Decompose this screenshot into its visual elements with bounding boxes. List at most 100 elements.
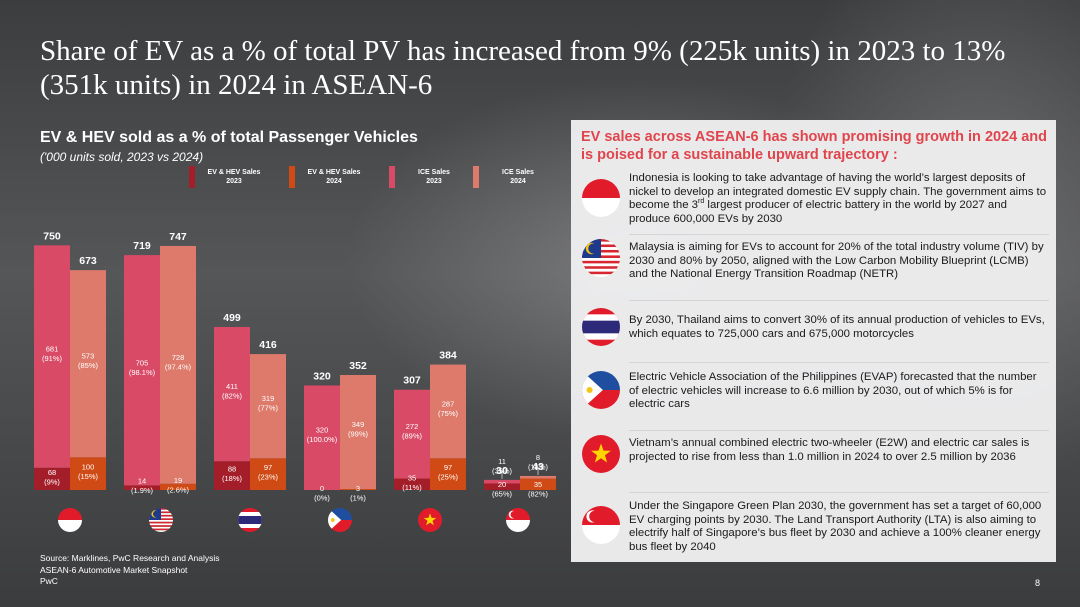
legend-label: EV & HEV Sales 2024 [308,169,361,185]
bar-ev-label: 0 (0%) [314,484,330,503]
panel-item-text: Under the Singapore Green Plan 2030, the… [629,500,1042,553]
bar-ev-vietnam-2024 [430,458,466,490]
vietnam-flag-icon [582,435,620,473]
legend-swatch [389,166,395,188]
bar-total-label: 747 [169,231,187,243]
bar-ev-label: 97 (23%) [258,463,279,482]
bar-total-label: 416 [259,339,277,351]
panel-flag [582,179,620,217]
bar-ev-label: 100 (15%) [78,463,99,482]
singapore-flag-icon [506,508,530,532]
bar-ice-singapore-2023 [484,479,520,484]
page-number: 8 [1034,578,1040,588]
chart-title: EV & HEV sold as a % of total Passenger … [40,129,418,146]
thailand-flag-icon [582,308,620,346]
bar-ev-label: 88 (18%) [222,465,243,484]
bar-ev-malaysia-2024 [160,483,196,490]
bar-ev-label: 20 (65%) [492,480,513,499]
malaysia-flag-icon [149,508,173,532]
bar-total-label: 384 [439,350,457,362]
bar-total-label: 499 [223,312,241,324]
bar-ev-label: 35 (82%) [528,480,549,499]
singapore-flag-icon [582,506,620,544]
bar-ice-label: 728 (97.4%) [165,353,192,372]
philippines-flag-icon [328,508,352,532]
bar-ice-vietnam-2024 [430,364,466,459]
philippines-flag-icon [582,371,620,409]
panel-heading: EV sales across ASEAN-6 has shown promis… [581,129,1048,163]
panel-divider [629,362,1049,363]
bar-ev-label: 68 (9%) [44,468,60,487]
panel-flag [582,435,620,473]
bar-ice-label: 319 (77%) [258,394,279,413]
bar-ev-thailand-2023 [214,461,250,490]
thailand-flag-icon [238,508,262,532]
bar-total-label: 673 [79,255,97,267]
panel-item-text: Electric Vehicle Association of the Phil… [629,371,1037,411]
bar-total-label: 320 [313,370,331,382]
footer: Source: Marklines, PwC Research and Anal… [40,553,220,588]
bar-ev-thailand-2024 [250,458,286,490]
panel-flag [582,239,620,277]
bar-ev-label: 3 (1%) [350,484,366,503]
bar-ev-label: 35 (11%) [402,473,422,492]
bar-ev-singapore-2024 [520,478,556,490]
indonesia-flag-icon [582,179,620,217]
insights-panel: EV sales across ASEAN-6 has shown promis… [571,120,1056,562]
panel-flag [582,371,620,409]
bar-ice-indonesia-2024 [70,270,106,458]
bar-ice-singapore-2024 [520,475,556,479]
bar-ice-label: 681 (91%) [42,345,63,364]
legend-swatch [189,166,195,188]
bar-ice-label: 411 (82%) [222,382,243,401]
bar-total-label: 43 [532,461,544,473]
bar-ev-philippines-2024 [340,489,376,490]
panel-divider [629,300,1049,301]
bar-ev-label: 97 (25%) [438,463,459,482]
legend-swatch [289,166,295,188]
bar-ice-label: 573 (85%) [78,352,99,371]
bar-ev-malaysia-2023 [124,485,160,490]
bar-total-label: 30 [496,465,508,477]
legend-label: EV & HEV Sales 2023 [208,169,261,185]
indonesia-flag-icon [58,508,82,532]
panel-divider [629,234,1049,235]
bar-ice-label: 349 (99%) [348,420,369,439]
legend-label: ICE Sales 2023 [418,169,450,185]
bar-ice-label: 705 (98.1%) [129,358,156,377]
bar-ev-label: 14 (1.9%) [131,477,154,496]
bar-ice-label: 320 (100.0%) [307,426,338,445]
malaysia-flag-icon [582,239,620,277]
panel-item-text: Indonesia is looking to take advantage o… [629,172,1047,225]
bar-total-label: 352 [349,360,367,372]
bar-ice-label: 272 (89%) [402,422,423,441]
panel-item-text: Vietnam’s annual combined electric two-w… [629,437,1030,463]
bar-ev-vietnam-2023 [394,478,430,490]
bar-total-label: 719 [133,240,151,252]
bar-ice-philippines-2023 [304,385,340,490]
stacked-bar-chart: EV & HEV Sales 2023 EV & HEV Sales 2024 ICE … [34,166,556,532]
ordinal-suffix: rd [698,198,705,206]
vietnam-flag-icon [418,508,442,532]
bar-ice-vietnam-2023 [394,389,430,479]
report-name: ASEAN-6 Automotive Market Snapshot [40,564,188,575]
panel-item-text: By 2030, Thailand aims to convert 30% of… [629,314,1045,340]
bar-total-label: 750 [43,230,61,242]
bar-ice-thailand-2023 [214,326,250,462]
chart-subtitle: ('000 units sold, 2023 vs 2024) [40,150,204,164]
source-note: Source: Marklines, PwC Research and Anal… [40,553,220,563]
bar-total-label: 307 [403,375,421,387]
bar-ice-label: 8 (18%) [528,453,549,472]
bar-ice-label: 11 (35%) [492,457,513,476]
slide-title: Share of EV as a % of total PV has incre… [40,35,1006,101]
bar-ice-malaysia-2024 [160,245,196,484]
bar-ev-singapore-2023 [484,483,520,490]
bar-ice-thailand-2024 [250,354,286,459]
panel-flag [582,506,620,544]
bar-ice-label: 287 (75%) [438,399,459,418]
panel-divider [629,492,1049,493]
bar-ice-philippines-2024 [340,375,376,490]
bar-ev-indonesia-2023 [34,467,70,490]
legend-label: ICE Sales 2024 [502,169,534,185]
panel-item-text: Malaysia is aiming for EVs to account fo… [629,241,1044,281]
